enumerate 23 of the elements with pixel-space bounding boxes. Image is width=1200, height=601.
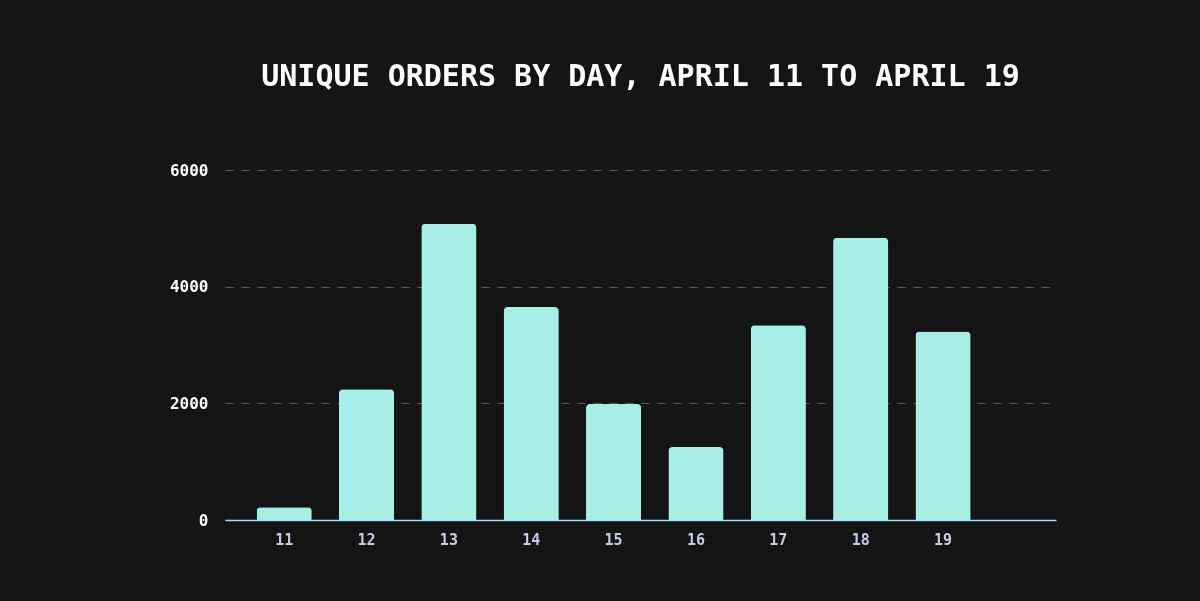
- x-tick-label: 13: [439, 530, 458, 549]
- y-tick-label: 6000: [169, 160, 209, 180]
- bar: [503, 307, 559, 520]
- chart-title: UNIQUE ORDERS BY DAY, APRIL 11 TO APRIL 19: [261, 58, 1020, 93]
- bar: [256, 507, 312, 520]
- y-tick-label: 2000: [169, 393, 209, 413]
- bar: [338, 389, 395, 520]
- y-tick-label: 0: [198, 510, 209, 530]
- bar: [586, 403, 642, 520]
- bar: [833, 237, 889, 520]
- bar: [915, 331, 971, 520]
- bar: [668, 447, 724, 520]
- x-tick-label: 12: [357, 530, 376, 549]
- x-tick-label: 14: [522, 530, 541, 549]
- bar: [750, 325, 806, 520]
- x-tick-label: 18: [851, 530, 870, 549]
- bar: [421, 223, 477, 520]
- x-tick-label: 16: [686, 530, 705, 549]
- x-tick-label: 17: [769, 530, 788, 549]
- x-tick-label: 11: [275, 530, 294, 549]
- x-tick-label: 15: [604, 530, 623, 549]
- y-tick-label: 4000: [169, 277, 209, 297]
- x-tick-label: 19: [934, 530, 953, 549]
